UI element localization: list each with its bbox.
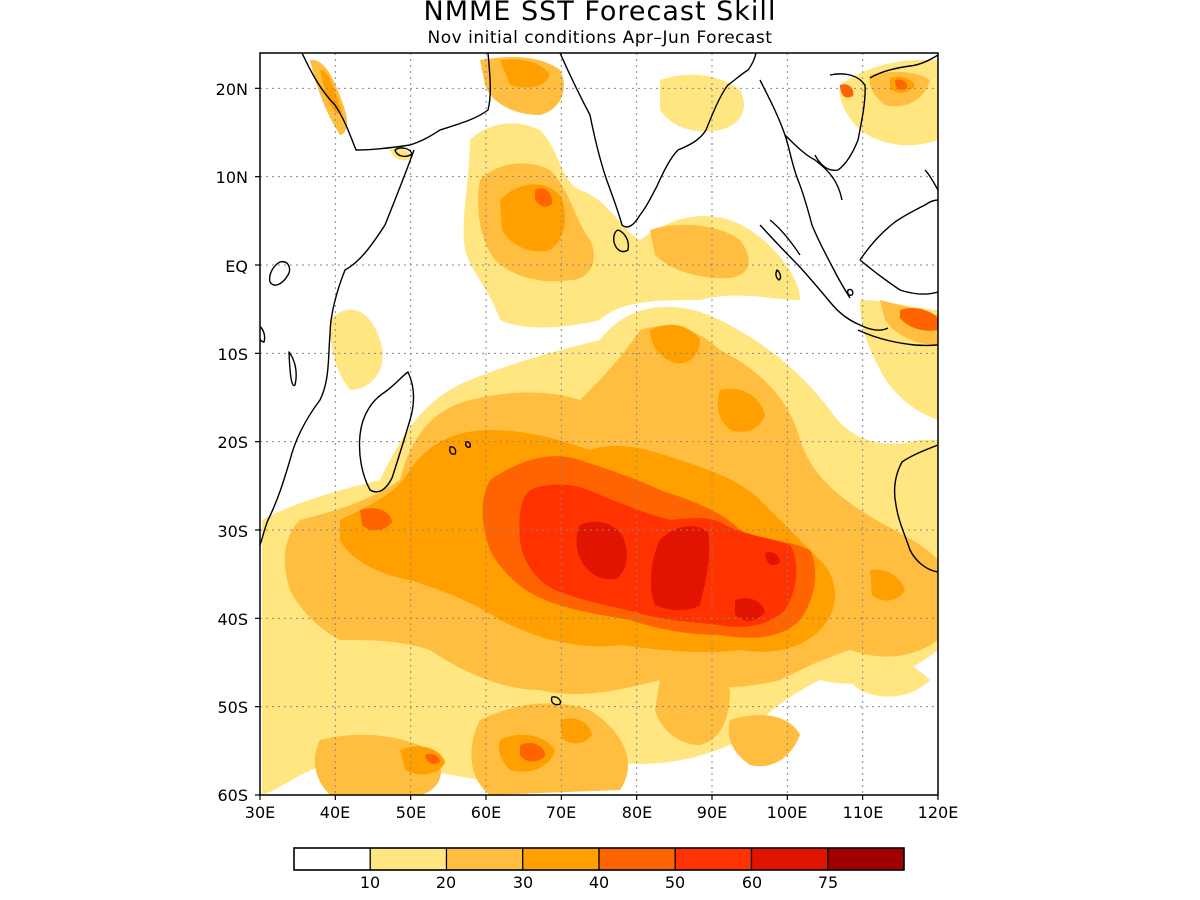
colorbar-label-50: 50 — [665, 873, 685, 892]
lon-label-60e: 60E — [471, 803, 501, 822]
lon-label-40e: 40E — [320, 803, 350, 822]
lon-label-30e: 30E — [245, 803, 275, 822]
colorbar-frame — [293, 847, 905, 871]
lat-label-40s: 40S — [217, 610, 248, 629]
colorbar-label-10: 10 — [360, 873, 380, 892]
colorbar-label-20: 20 — [436, 873, 456, 892]
map-grid — [260, 53, 938, 795]
colorbar-box — [293, 847, 371, 871]
colorbar-boxes — [293, 847, 905, 871]
lat-label-10s: 10S — [217, 345, 248, 364]
colorbar-label-75: 75 — [818, 873, 838, 892]
lon-label-50e: 50E — [396, 803, 426, 822]
lon-label-80e: 80E — [622, 803, 652, 822]
lon-axis-labels: 30E 40E 50E 60E 70E 80E 90E 100E 110E 12… — [245, 803, 959, 822]
map-frame — [259, 52, 939, 796]
colorbar-label-40: 40 — [589, 873, 609, 892]
colorbar-label-60: 60 — [742, 873, 762, 892]
skill-contours — [262, 57, 938, 795]
coastlines — [260, 53, 938, 706]
lat-label-20n: 20N — [216, 80, 248, 99]
lat-axis-labels: 20N 10N EQ 10S 20S 30S 40S 50S 60S — [216, 80, 248, 805]
lon-label-120e: 120E — [918, 803, 959, 822]
colorbar-box — [445, 847, 524, 871]
colorbar-box — [674, 847, 753, 871]
lat-label-20s: 20S — [217, 433, 248, 452]
map-title: NMME SST Forecast Skill — [423, 0, 777, 27]
lat-label-50s: 50S — [217, 698, 248, 717]
colorbar-box — [827, 847, 905, 871]
lon-label-90e: 90E — [697, 803, 727, 822]
colorbar-box — [598, 847, 676, 871]
colorbar-box — [750, 847, 829, 871]
colorbar-box — [369, 847, 448, 871]
lon-label-70e: 70E — [546, 803, 576, 822]
colorbar-label-30: 30 — [513, 873, 533, 892]
lat-label-10n: 10N — [216, 168, 248, 187]
colorbar-box — [522, 847, 600, 871]
colorbar: 10 20 30 40 50 60 75 — [293, 847, 905, 892]
lon-label-110e: 110E — [843, 803, 884, 822]
lon-label-100e: 100E — [767, 803, 808, 822]
lat-label-30s: 30S — [217, 522, 248, 541]
axis-ticks — [255, 87, 939, 800]
contour-band-60 — [576, 521, 780, 621]
lat-label-60s: 60S — [217, 786, 248, 805]
lat-label-eq: EQ — [225, 257, 248, 276]
map-subtitle: Nov initial conditions Apr–Jun Forecast — [427, 28, 773, 48]
